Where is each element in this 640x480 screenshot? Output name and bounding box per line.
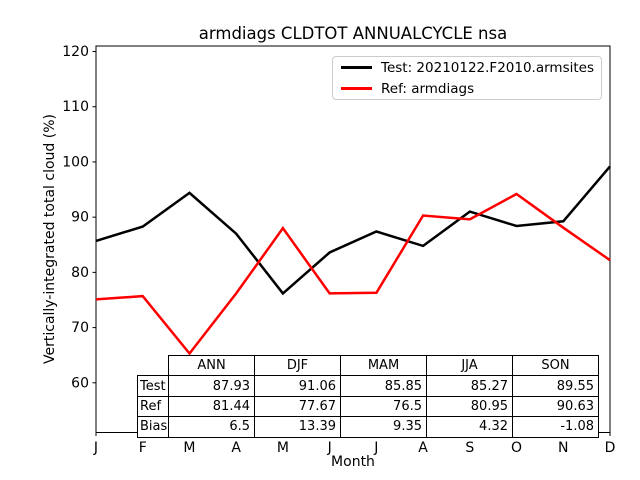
series-line-ref (95, 192, 611, 356)
table-cell: -1.08 (512, 416, 599, 438)
table-cell: 80.95 (426, 395, 513, 418)
legend-line-swatch-ref (341, 87, 372, 90)
y-tick-label: 70 (71, 320, 89, 336)
y-tick-label: 90 (71, 210, 89, 226)
table-cell: 85.27 (426, 375, 513, 397)
table-col-header: MAM (340, 354, 427, 377)
series-line-test (95, 165, 611, 296)
table-col-header: ANN (168, 354, 255, 377)
table-cell: 87.93 (168, 375, 255, 397)
x-tick-label: J (327, 440, 332, 456)
table-header-row: ANN DJF MAM JJA SON (138, 354, 599, 377)
y-tick-label: 100 (62, 154, 89, 170)
table-cell: 9.35 (340, 416, 427, 438)
y-tick-label: 110 (62, 99, 89, 115)
chart-title: armdiags CLDTOT ANNUALCYCLE nsa (198, 24, 508, 43)
table-row: Test 87.93 91.06 85.85 85.27 89.55 (137, 375, 599, 397)
x-tick-label: A (418, 440, 428, 456)
legend-line-swatch-test (341, 66, 372, 69)
x-tick-label: A (231, 440, 241, 456)
x-tick-label: D (605, 440, 616, 456)
table-cell: 6.5 (168, 416, 255, 438)
y-tick-label: 80 (71, 265, 89, 281)
table-cell: 91.06 (254, 375, 341, 397)
x-tick-label: M (183, 440, 195, 456)
table-cell: 81.44 (168, 395, 255, 418)
table-row-label: Bias (137, 416, 169, 438)
table-cell: 77.67 (254, 395, 341, 418)
table-cell: 85.85 (340, 375, 427, 397)
x-axis-label: Month (331, 454, 375, 470)
x-tick-label: N (558, 440, 568, 456)
x-tick-label: M (277, 440, 289, 456)
table-row-label: Ref (137, 395, 169, 418)
table-cell: 13.39 (254, 416, 341, 438)
y-tick-label: 120 (62, 44, 89, 60)
table-row: Bias 6.5 13.39 9.35 4.32 -1.08 (137, 416, 599, 438)
legend-label-ref: Ref: armdiags (381, 80, 475, 97)
legend: Test: 20210122.F2010.armsites Ref: armdi… (332, 56, 602, 100)
legend-item-test: Test: 20210122.F2010.armsites (333, 58, 601, 78)
legend-label-test: Test: 20210122.F2010.armsites (381, 59, 594, 76)
x-tick-label: F (139, 440, 147, 456)
y-axis-label: Vertically-integrated total cloud (%) (42, 114, 58, 364)
y-tick-label: 60 (71, 375, 89, 391)
table-col-header: SON (512, 354, 599, 377)
table-col-header: DJF (254, 354, 341, 377)
table-cell: 89.55 (512, 375, 599, 397)
x-tick-label: J (93, 440, 98, 456)
legend-item-ref: Ref: armdiags (333, 79, 601, 99)
table-cell: 90.63 (512, 395, 599, 418)
table-row: Ref 81.44 77.67 76.5 80.95 90.63 (137, 395, 599, 418)
stats-table: ANN DJF MAM JJA SON Test 87.93 91.06 85.85 85.27 8… (137, 354, 599, 438)
table-corner-cell (138, 356, 169, 376)
x-tick-label: O (511, 440, 522, 456)
table-cell: 76.5 (340, 395, 427, 418)
x-tick-label: J (373, 440, 378, 456)
table-row-label: Test (137, 375, 169, 397)
x-tick-label: S (465, 440, 474, 456)
table-cell: 4.32 (426, 416, 513, 438)
table-col-header: JJA (426, 354, 513, 377)
